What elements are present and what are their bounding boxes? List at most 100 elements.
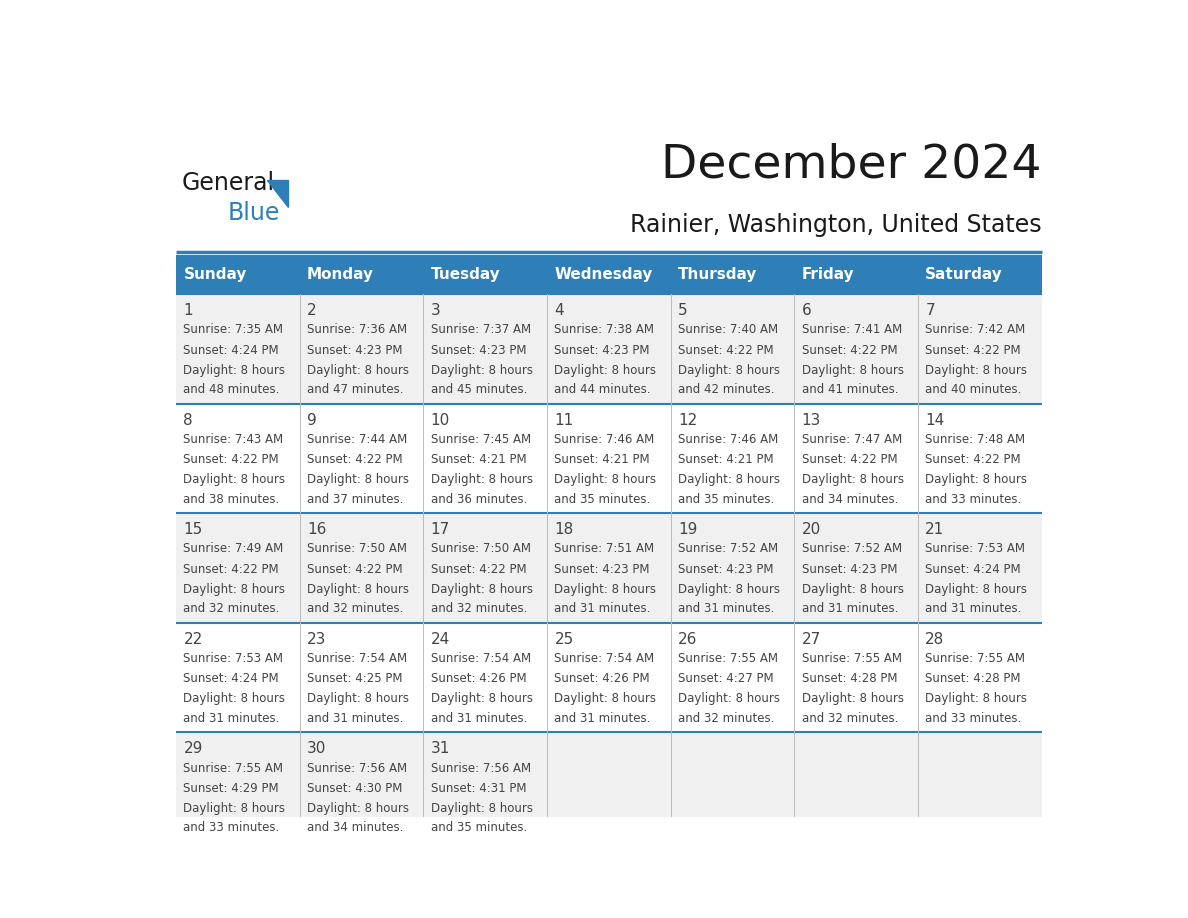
Text: Daylight: 8 hours: Daylight: 8 hours <box>925 364 1028 376</box>
Text: 17: 17 <box>431 522 450 537</box>
Text: and 32 minutes.: and 32 minutes. <box>308 602 404 615</box>
Text: Rainier, Washington, United States: Rainier, Washington, United States <box>630 213 1042 238</box>
Text: Sunrise: 7:54 AM: Sunrise: 7:54 AM <box>431 652 531 665</box>
Bar <box>176 622 1042 733</box>
Text: and 32 minutes.: and 32 minutes. <box>678 711 775 725</box>
Text: and 31 minutes.: and 31 minutes. <box>431 711 527 725</box>
Text: Daylight: 8 hours: Daylight: 8 hours <box>555 474 657 487</box>
Text: Daylight: 8 hours: Daylight: 8 hours <box>802 474 904 487</box>
Text: Daylight: 8 hours: Daylight: 8 hours <box>183 692 285 705</box>
Text: Sunrise: 7:47 AM: Sunrise: 7:47 AM <box>802 433 902 446</box>
Text: Sunset: 4:26 PM: Sunset: 4:26 PM <box>555 672 650 685</box>
Text: Monday: Monday <box>308 267 374 282</box>
Text: Daylight: 8 hours: Daylight: 8 hours <box>183 583 285 596</box>
Text: Sunrise: 7:55 AM: Sunrise: 7:55 AM <box>802 652 902 665</box>
Text: Daylight: 8 hours: Daylight: 8 hours <box>431 364 532 376</box>
Text: and 41 minutes.: and 41 minutes. <box>802 383 898 396</box>
Text: Daylight: 8 hours: Daylight: 8 hours <box>431 692 532 705</box>
Text: and 34 minutes.: and 34 minutes. <box>802 493 898 506</box>
Text: and 42 minutes.: and 42 minutes. <box>678 383 775 396</box>
Text: Sunrise: 7:46 AM: Sunrise: 7:46 AM <box>555 433 655 446</box>
Text: Sunset: 4:28 PM: Sunset: 4:28 PM <box>925 672 1020 685</box>
Text: Sunset: 4:24 PM: Sunset: 4:24 PM <box>183 343 279 356</box>
Text: Sunset: 4:23 PM: Sunset: 4:23 PM <box>678 563 773 576</box>
Text: Blue: Blue <box>228 201 280 226</box>
Text: Sunrise: 7:50 AM: Sunrise: 7:50 AM <box>308 543 407 555</box>
Text: Sunset: 4:24 PM: Sunset: 4:24 PM <box>183 672 279 685</box>
Text: Sunset: 4:21 PM: Sunset: 4:21 PM <box>555 453 650 466</box>
Text: Daylight: 8 hours: Daylight: 8 hours <box>678 474 781 487</box>
Text: 15: 15 <box>183 522 203 537</box>
Text: Sunset: 4:22 PM: Sunset: 4:22 PM <box>678 343 773 356</box>
Text: Daylight: 8 hours: Daylight: 8 hours <box>555 692 657 705</box>
Text: Sunrise: 7:37 AM: Sunrise: 7:37 AM <box>431 323 531 336</box>
Text: and 45 minutes.: and 45 minutes. <box>431 383 527 396</box>
Text: and 31 minutes.: and 31 minutes. <box>678 602 775 615</box>
Text: Sunset: 4:21 PM: Sunset: 4:21 PM <box>431 453 526 466</box>
Text: Sunset: 4:22 PM: Sunset: 4:22 PM <box>308 563 403 576</box>
Bar <box>176 294 1042 404</box>
Bar <box>176 255 1042 294</box>
Text: General: General <box>182 171 274 195</box>
Text: 28: 28 <box>925 632 944 647</box>
Text: Sunrise: 7:55 AM: Sunrise: 7:55 AM <box>183 762 284 775</box>
Text: Daylight: 8 hours: Daylight: 8 hours <box>308 583 409 596</box>
Text: Sunrise: 7:55 AM: Sunrise: 7:55 AM <box>925 652 1025 665</box>
Text: Sunrise: 7:55 AM: Sunrise: 7:55 AM <box>678 652 778 665</box>
Text: Sunrise: 7:45 AM: Sunrise: 7:45 AM <box>431 433 531 446</box>
Text: 6: 6 <box>802 303 811 319</box>
Text: Sunrise: 7:53 AM: Sunrise: 7:53 AM <box>183 652 284 665</box>
Text: Daylight: 8 hours: Daylight: 8 hours <box>308 474 409 487</box>
Text: Sunrise: 7:53 AM: Sunrise: 7:53 AM <box>925 543 1025 555</box>
Text: Daylight: 8 hours: Daylight: 8 hours <box>308 802 409 815</box>
Text: Sunset: 4:23 PM: Sunset: 4:23 PM <box>555 343 650 356</box>
Text: and 47 minutes.: and 47 minutes. <box>308 383 404 396</box>
Text: 9: 9 <box>308 413 317 428</box>
Text: and 31 minutes.: and 31 minutes. <box>308 711 404 725</box>
Text: and 31 minutes.: and 31 minutes. <box>555 711 651 725</box>
Text: Sunset: 4:28 PM: Sunset: 4:28 PM <box>802 672 897 685</box>
Text: 18: 18 <box>555 522 574 537</box>
Text: Sunrise: 7:56 AM: Sunrise: 7:56 AM <box>431 762 531 775</box>
Text: 1: 1 <box>183 303 194 319</box>
Text: Sunset: 4:21 PM: Sunset: 4:21 PM <box>678 453 773 466</box>
Text: Sunset: 4:22 PM: Sunset: 4:22 PM <box>802 343 897 356</box>
Text: Sunrise: 7:48 AM: Sunrise: 7:48 AM <box>925 433 1025 446</box>
Text: Sunset: 4:22 PM: Sunset: 4:22 PM <box>925 343 1020 356</box>
Bar <box>176 404 1042 513</box>
Text: Sunrise: 7:44 AM: Sunrise: 7:44 AM <box>308 433 407 446</box>
Text: Sunrise: 7:54 AM: Sunrise: 7:54 AM <box>308 652 407 665</box>
Text: 12: 12 <box>678 413 697 428</box>
Text: Sunset: 4:23 PM: Sunset: 4:23 PM <box>308 343 403 356</box>
Text: Friday: Friday <box>802 267 854 282</box>
Text: 13: 13 <box>802 413 821 428</box>
Text: 24: 24 <box>431 632 450 647</box>
Text: and 31 minutes.: and 31 minutes. <box>925 602 1022 615</box>
Bar <box>176 733 1042 842</box>
Text: Sunset: 4:23 PM: Sunset: 4:23 PM <box>555 563 650 576</box>
Text: Sunset: 4:27 PM: Sunset: 4:27 PM <box>678 672 773 685</box>
Text: Sunset: 4:22 PM: Sunset: 4:22 PM <box>802 453 897 466</box>
Text: and 31 minutes.: and 31 minutes. <box>802 602 898 615</box>
Text: Sunrise: 7:56 AM: Sunrise: 7:56 AM <box>308 762 407 775</box>
Text: Daylight: 8 hours: Daylight: 8 hours <box>183 474 285 487</box>
Text: Sunrise: 7:43 AM: Sunrise: 7:43 AM <box>183 433 284 446</box>
Text: Sunday: Sunday <box>183 267 247 282</box>
Text: 4: 4 <box>555 303 564 319</box>
Text: Daylight: 8 hours: Daylight: 8 hours <box>183 802 285 815</box>
Text: and 32 minutes.: and 32 minutes. <box>802 711 898 725</box>
Text: Sunset: 4:26 PM: Sunset: 4:26 PM <box>431 672 526 685</box>
Text: Daylight: 8 hours: Daylight: 8 hours <box>431 583 532 596</box>
Text: 27: 27 <box>802 632 821 647</box>
Text: Daylight: 8 hours: Daylight: 8 hours <box>802 364 904 376</box>
Text: Tuesday: Tuesday <box>431 267 500 282</box>
Text: and 35 minutes.: and 35 minutes. <box>431 822 527 834</box>
Text: Sunset: 4:22 PM: Sunset: 4:22 PM <box>308 453 403 466</box>
Text: Sunrise: 7:35 AM: Sunrise: 7:35 AM <box>183 323 284 336</box>
Text: 20: 20 <box>802 522 821 537</box>
Text: Sunrise: 7:36 AM: Sunrise: 7:36 AM <box>308 323 407 336</box>
Text: 8: 8 <box>183 413 194 428</box>
Text: Sunset: 4:22 PM: Sunset: 4:22 PM <box>925 453 1020 466</box>
Text: Sunrise: 7:52 AM: Sunrise: 7:52 AM <box>678 543 778 555</box>
Text: Daylight: 8 hours: Daylight: 8 hours <box>925 692 1028 705</box>
